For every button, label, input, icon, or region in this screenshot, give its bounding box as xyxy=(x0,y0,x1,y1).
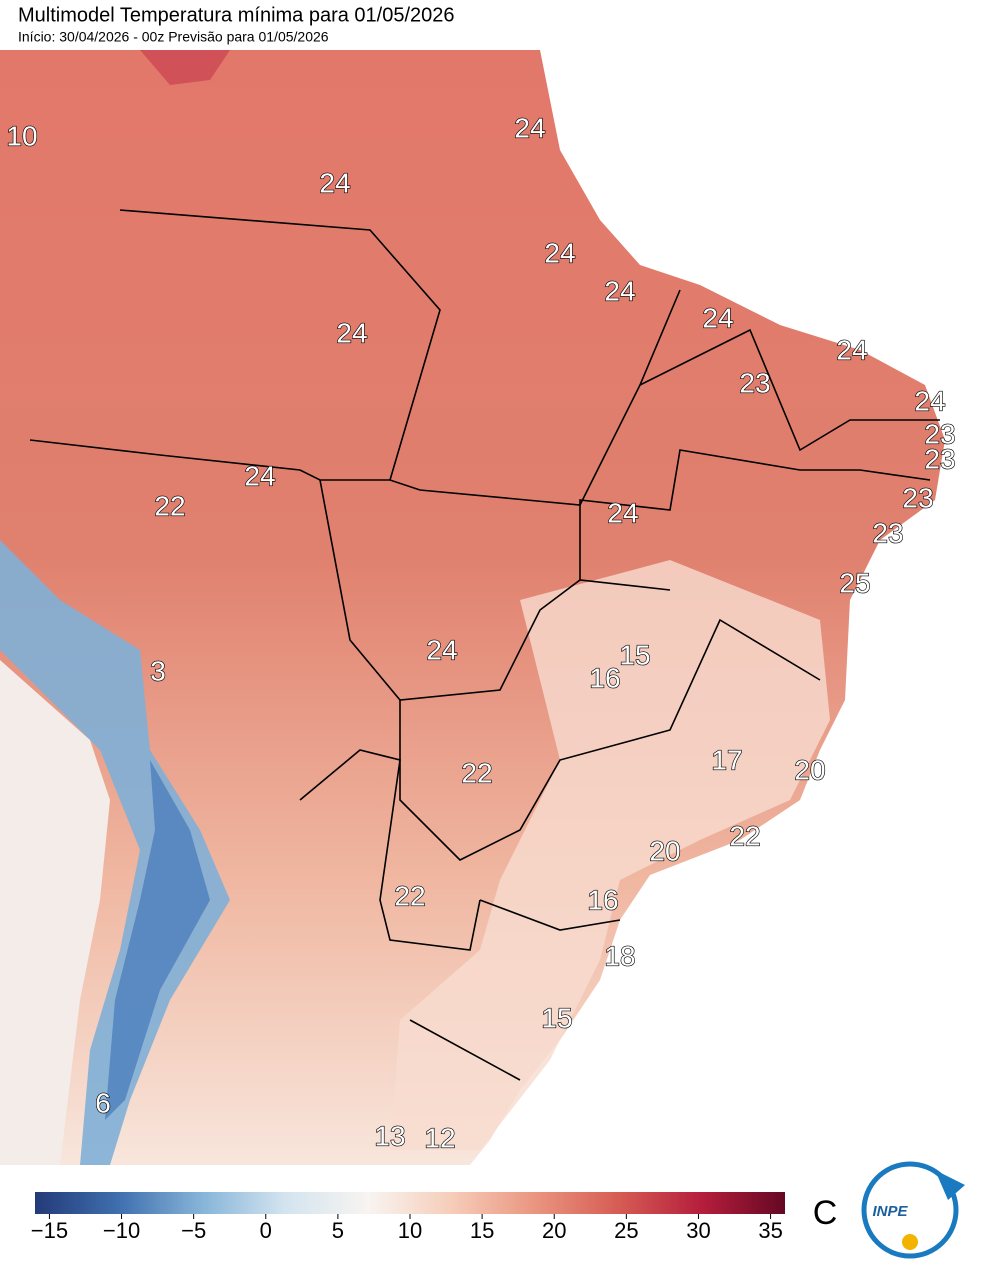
colorbar-tick-label: −15 xyxy=(31,1218,68,1243)
andes-coldest xyxy=(105,760,210,1120)
temperature-label: 16 xyxy=(589,662,620,693)
border xyxy=(399,618,821,861)
pacific-coast xyxy=(0,660,110,1165)
temperature-label: 22 xyxy=(461,757,492,788)
temperature-label: 23 xyxy=(872,517,903,548)
temperature-label: 16 xyxy=(587,884,618,915)
temperature-label: 24 xyxy=(702,302,733,333)
logo: INPE xyxy=(861,1161,965,1259)
temperature-label: 24 xyxy=(244,460,275,491)
temperature-label: 24 xyxy=(319,167,350,198)
colorbar-tick-label: 0 xyxy=(260,1218,272,1243)
temperature-label: 24 xyxy=(914,385,945,416)
logo-arrow xyxy=(935,1170,965,1200)
logo-text: INPE xyxy=(872,1203,908,1220)
temperature-label: 24 xyxy=(426,634,457,665)
logo-sun xyxy=(902,1234,918,1250)
border xyxy=(639,328,940,452)
colorbar-tick-label: −10 xyxy=(103,1218,140,1243)
landmass xyxy=(0,50,945,1165)
temperature-label: 10 xyxy=(6,120,37,151)
border xyxy=(119,209,441,481)
andes-cold xyxy=(0,540,230,1165)
temperature-label: 12 xyxy=(424,1122,455,1153)
colorbar-tick-label: 10 xyxy=(398,1218,422,1243)
temperature-label: 20 xyxy=(794,754,825,785)
colorbar-tick-label: 15 xyxy=(470,1218,494,1243)
temperature-label: 18 xyxy=(604,940,635,971)
temperature-label: 24 xyxy=(336,317,367,348)
temperature-label: 15 xyxy=(619,639,650,670)
temperature-label: 13 xyxy=(374,1120,405,1151)
temperature-label: 6 xyxy=(95,1087,111,1118)
border xyxy=(479,899,621,931)
colorbar-tick-label: 35 xyxy=(758,1218,782,1243)
colorbar-tick-label: 30 xyxy=(686,1218,710,1243)
temperature-label: 24 xyxy=(836,334,867,365)
border xyxy=(299,749,481,951)
temperature-label: 17 xyxy=(711,744,742,775)
temperature-label: 20 xyxy=(649,835,680,866)
colorbar xyxy=(35,1192,785,1214)
temperature-label: 24 xyxy=(607,497,638,528)
colorbar-unit: C xyxy=(813,1194,838,1232)
temperature-label: 23 xyxy=(902,482,933,513)
colorbar-ticks: −15 −10 −5 0 5 10 15 20 25 30 35 xyxy=(31,1214,783,1243)
temperature-label: 25 xyxy=(839,567,870,598)
temperature-label: 15 xyxy=(541,1002,572,1033)
subtitle: Início: 30/04/2026 - 00z Previsão para 0… xyxy=(18,29,329,45)
colorbar-tick-label: 5 xyxy=(332,1218,344,1243)
border xyxy=(579,449,931,580)
cool-southeast xyxy=(390,560,830,1150)
temperature-label: 22 xyxy=(729,820,760,851)
border xyxy=(409,1019,521,1081)
warm-north xyxy=(140,50,230,85)
map xyxy=(0,50,945,1165)
title: Multimodel Temperatura mínima para 01/05… xyxy=(18,4,455,26)
colorbar-tick-label: 20 xyxy=(542,1218,566,1243)
temperature-label: 3 xyxy=(150,655,166,686)
colorbar-tick-label: −5 xyxy=(181,1218,206,1243)
temperature-label: 23 xyxy=(924,443,955,474)
temperature-label: 24 xyxy=(604,275,635,306)
temperature-label: 24 xyxy=(514,112,545,143)
logo-ring xyxy=(861,1161,959,1259)
temperature-label: 22 xyxy=(154,490,185,521)
temperature-label: 22 xyxy=(394,880,425,911)
temperature-label: 23 xyxy=(924,418,955,449)
colorbar-tick-label: 25 xyxy=(614,1218,638,1243)
temperature-label: 23 xyxy=(739,367,770,398)
temperature-label: 24 xyxy=(544,237,575,268)
